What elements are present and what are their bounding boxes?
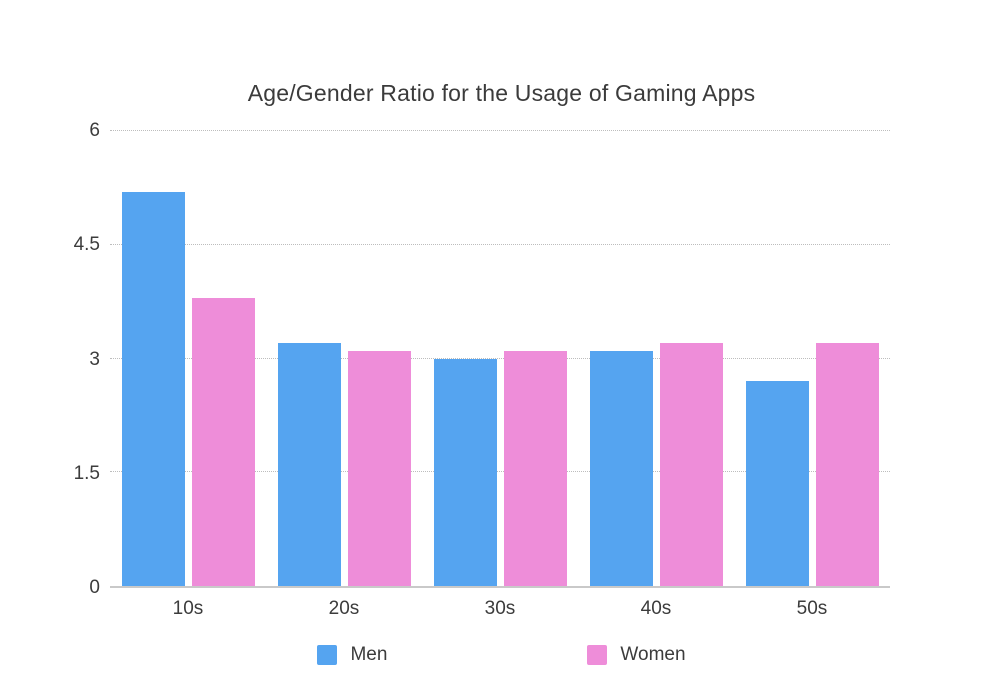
legend-swatch-men xyxy=(317,645,338,665)
gridline xyxy=(110,130,890,131)
bar-group-40s xyxy=(589,131,723,586)
bar-women-40s xyxy=(659,343,723,586)
bar-group-10s xyxy=(121,131,255,586)
bar-group-30s xyxy=(433,131,567,586)
chart-title: Age/Gender Ratio for the Usage of Gaming… xyxy=(247,80,756,106)
bar-group-20s xyxy=(277,131,411,586)
legend-item-men: Men xyxy=(317,644,387,666)
plot-area xyxy=(110,130,890,588)
bar-women-20s xyxy=(347,350,411,586)
gridlines xyxy=(110,130,890,586)
bar-group-50s xyxy=(745,131,879,586)
x-tick-label-20s: 20s xyxy=(328,598,360,619)
bar-men-10s xyxy=(121,191,185,586)
bar-women-10s xyxy=(191,297,255,586)
bar-women-30s xyxy=(503,350,567,586)
x-tick-label-30s: 30s xyxy=(484,598,516,619)
bar-groups xyxy=(110,131,890,586)
legend-swatch-women xyxy=(587,645,608,665)
y-axis: 0 1.5 3 4.5 6 xyxy=(0,120,100,598)
y-tick-label: 4.5 xyxy=(73,234,100,256)
x-axis: 10s 20s 30s 40s 50s xyxy=(110,598,890,620)
bar-men-40s xyxy=(589,350,653,586)
bar-men-30s xyxy=(433,358,497,586)
bar-men-50s xyxy=(745,381,809,586)
y-tick-label: 6 xyxy=(89,120,100,141)
bar-women-50s xyxy=(815,343,879,586)
y-tick-label: 3 xyxy=(89,348,100,370)
gridline xyxy=(110,471,890,473)
legend-item-women: Women xyxy=(587,644,686,666)
x-tick-label-40s: 40s xyxy=(640,598,672,619)
legend: Men Women xyxy=(0,644,1003,666)
y-tick-label: 1.5 xyxy=(73,462,100,484)
gridline xyxy=(110,357,890,359)
x-tick-label-10s: 10s xyxy=(172,598,204,619)
gridline xyxy=(110,243,890,245)
x-tick-label-50s: 50s xyxy=(796,598,828,619)
legend-label-women: Women xyxy=(620,644,686,665)
bar-men-20s xyxy=(277,343,341,586)
legend-label-men: Men xyxy=(350,644,388,665)
y-tick-label: 0 xyxy=(89,577,100,598)
